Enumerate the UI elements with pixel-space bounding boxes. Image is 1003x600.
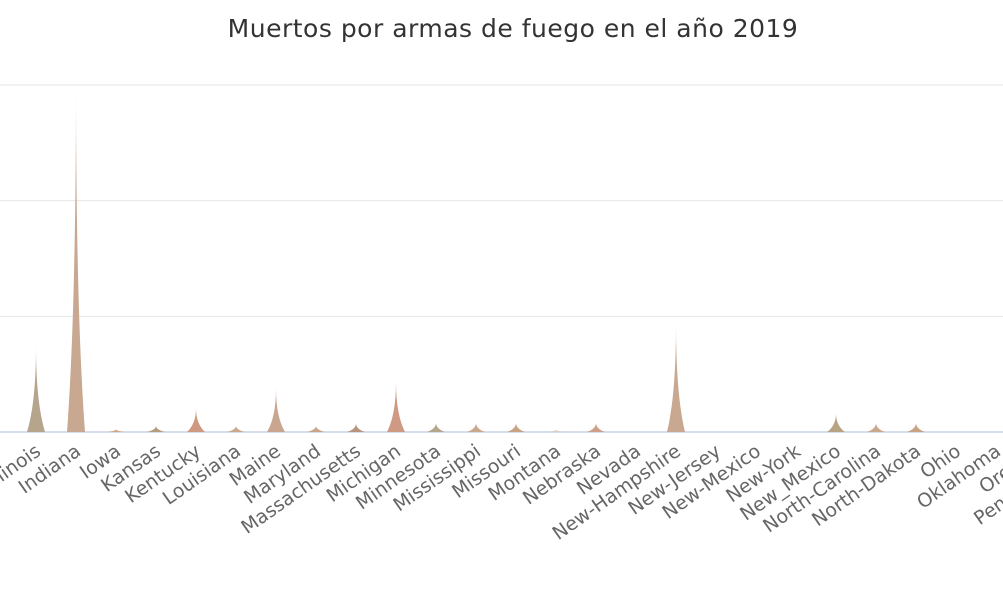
bar-kansas[interactable]	[147, 425, 165, 432]
chart-title: Muertos por armas de fuego en el año 201…	[227, 14, 799, 43]
bar-kentucky[interactable]	[187, 408, 205, 432]
bar-massachusetts[interactable]	[347, 423, 365, 432]
bar-maine[interactable]	[267, 388, 285, 432]
bar-north-dakota[interactable]	[907, 422, 925, 432]
bar-new-hampshire[interactable]	[667, 325, 685, 432]
bar-mississippi[interactable]	[467, 422, 485, 432]
x-axis-labels: IllinoisIndianaIowaKansasKentuckyLouisia…	[0, 440, 1003, 545]
bar-louisiana[interactable]	[227, 425, 245, 432]
bar-north-carolina[interactable]	[867, 422, 885, 432]
bar-michigan[interactable]	[387, 381, 405, 432]
bar-series	[27, 83, 925, 432]
bar-missouri[interactable]	[507, 422, 525, 432]
bar-illinois[interactable]	[27, 346, 45, 432]
bar-montana[interactable]	[547, 429, 565, 432]
bar-maryland[interactable]	[307, 425, 325, 432]
bar-nebraska[interactable]	[587, 422, 605, 432]
bar-indiana[interactable]	[67, 83, 85, 432]
bar-new-mexico[interactable]	[827, 413, 845, 432]
bar-minnesota[interactable]	[427, 422, 445, 432]
bar-iowa[interactable]	[107, 429, 125, 432]
grid-lines	[0, 84, 1003, 433]
